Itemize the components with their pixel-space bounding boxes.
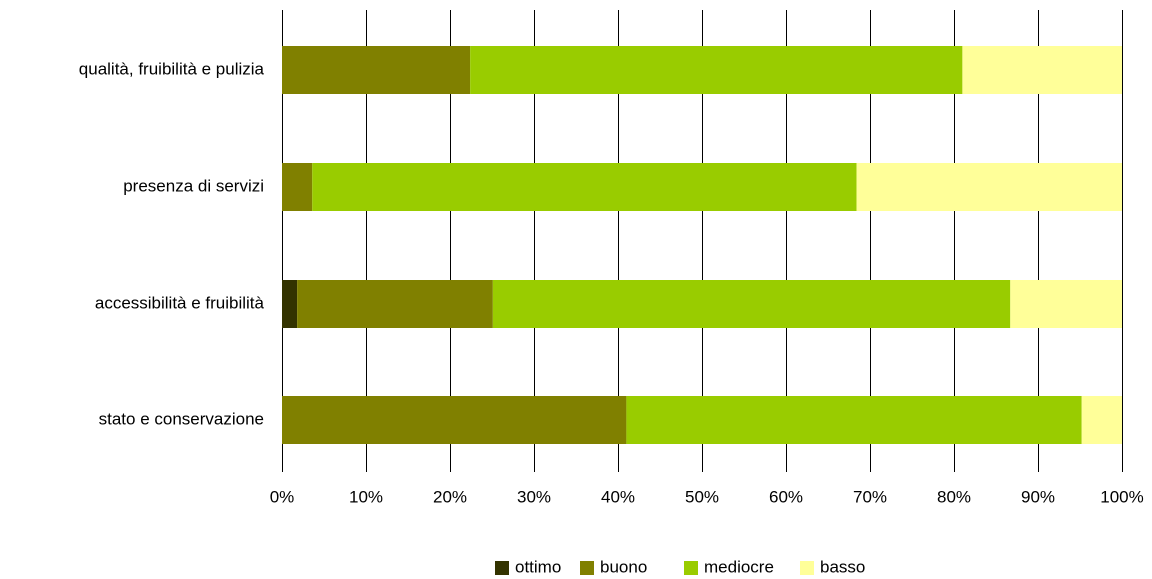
x-tick-label: 40% — [601, 487, 635, 506]
bar-segment-basso — [1081, 396, 1122, 444]
bar-segment-buono — [282, 396, 627, 444]
bar-segment-buono — [282, 163, 313, 211]
category-label: presenza di servizi — [123, 176, 264, 195]
bar-segment-basso — [856, 163, 1122, 211]
legend-swatch-mediocre — [684, 561, 698, 575]
bar-segment-ottimo — [282, 280, 298, 328]
legend: ottimo buono mediocre basso — [495, 557, 865, 576]
bar-segment-mediocre — [470, 46, 963, 94]
bars — [282, 46, 1122, 444]
legend-swatch-buono — [580, 561, 594, 575]
x-tick-labels: 0% 10% 20% 30% 40% 50% 60% 70% 80% 90% 100% — [270, 487, 1144, 506]
x-tick-label: 20% — [433, 487, 467, 506]
x-tick-label: 60% — [769, 487, 803, 506]
legend-swatch-ottimo — [495, 561, 509, 575]
legend-label-buono: buono — [600, 557, 647, 576]
legend-label-ottimo: ottimo — [515, 557, 561, 576]
category-labels: qualità, fruibilità e pulizia presenza di… — [79, 59, 265, 428]
bar-segment-buono — [282, 46, 471, 94]
bar-segment-buono — [297, 280, 493, 328]
legend-label-mediocre: mediocre — [704, 557, 774, 576]
x-tick-label: 90% — [1021, 487, 1055, 506]
bar-segment-basso — [1010, 280, 1122, 328]
legend-label-basso: basso — [820, 557, 865, 576]
bar-segment-mediocre — [312, 163, 857, 211]
bar-segment-basso — [962, 46, 1122, 94]
category-label: accessibilità e fruibilità — [95, 293, 265, 312]
category-label: stato e conservazione — [99, 409, 264, 428]
x-tick-label: 50% — [685, 487, 719, 506]
legend-swatch-basso — [800, 561, 814, 575]
x-tick-label: 10% — [349, 487, 383, 506]
category-label: qualità, fruibilità e pulizia — [79, 59, 265, 78]
bar-segment-mediocre — [492, 280, 1011, 328]
x-tick-label: 30% — [517, 487, 551, 506]
x-tick-label: 100% — [1100, 487, 1143, 506]
x-tick-label: 70% — [853, 487, 887, 506]
bar-segment-mediocre — [626, 396, 1082, 444]
x-tick-label: 0% — [270, 487, 295, 506]
x-tick-label: 80% — [937, 487, 971, 506]
